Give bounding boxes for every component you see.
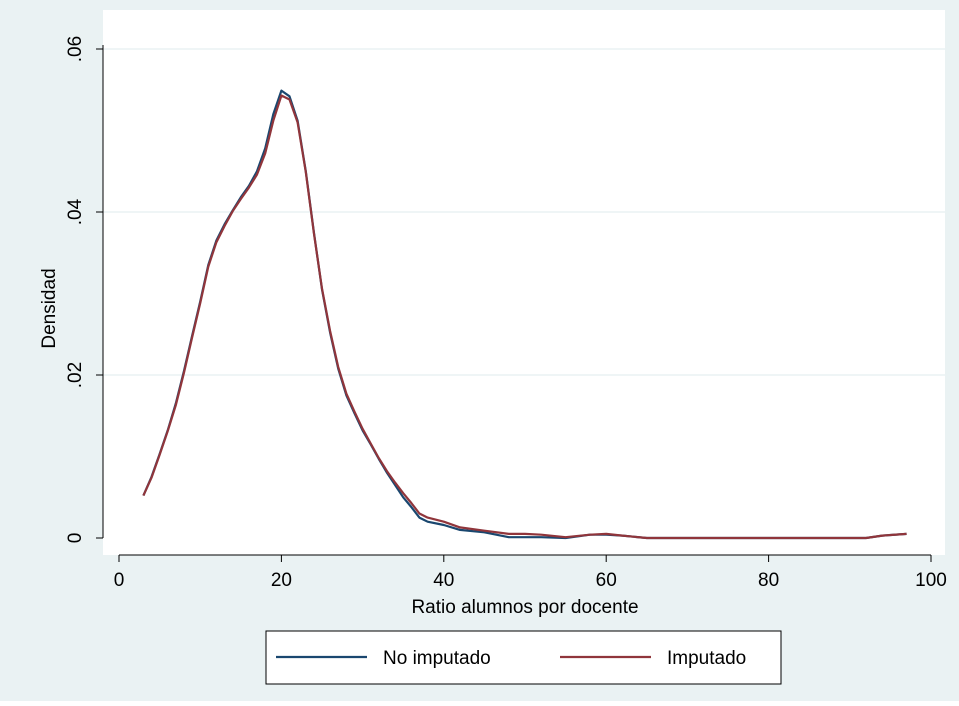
series-line xyxy=(142,94,907,540)
grid-layer xyxy=(103,48,945,376)
series-layer xyxy=(142,89,907,540)
x-tick-label: 20 xyxy=(271,570,292,591)
y-tick-label: 0 xyxy=(65,533,86,544)
x-axis-label: Ratio alumnos por docente xyxy=(411,597,638,618)
plot-area xyxy=(103,10,945,555)
y-tick-label: .02 xyxy=(65,362,86,388)
x-tick-label: 80 xyxy=(758,570,779,591)
x-tick-label: 0 xyxy=(114,570,125,591)
y-tick-label: .06 xyxy=(65,36,86,62)
legend-label: No imputado xyxy=(383,648,491,669)
legend: No imputado Imputado xyxy=(265,630,782,685)
x-tick-label: 60 xyxy=(596,570,617,591)
y-tick-label: .04 xyxy=(65,198,86,225)
x-tick-label: 100 xyxy=(915,570,947,591)
y-axis-label: Densidad xyxy=(39,268,60,348)
axes-layer: 0 20 40 60 80 100 0 .02 .04 .06 xyxy=(65,36,947,591)
legend-label: Imputado xyxy=(667,648,746,669)
x-tick-label: 40 xyxy=(433,570,454,591)
